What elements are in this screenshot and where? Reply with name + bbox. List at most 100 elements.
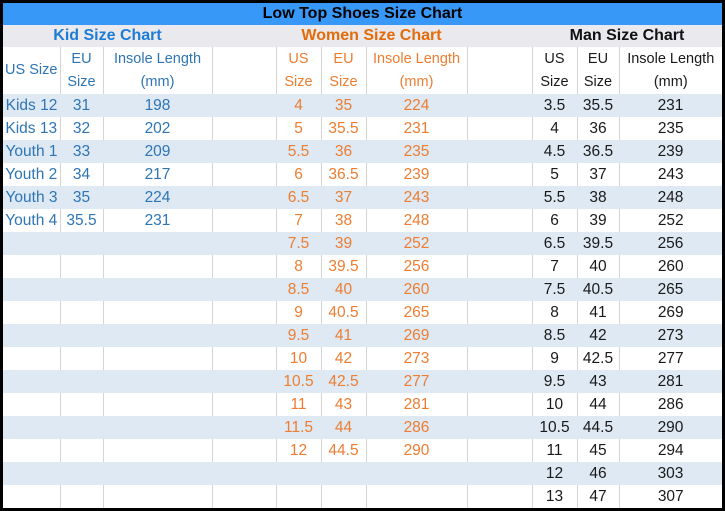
- women-cell: [276, 462, 321, 485]
- spacer-cell: [212, 416, 276, 439]
- table-row: 10.5 42.5 277 9.5 43 281: [3, 370, 722, 393]
- table-row: Youth 2 34 217 6 36.5 239 5 37 243: [3, 163, 722, 186]
- kid-cell: [60, 439, 104, 462]
- women-cell: 235: [366, 140, 467, 163]
- kid-cell: [60, 232, 103, 255]
- kid-cell: Kids 12: [3, 94, 60, 117]
- man-cell: 3.5: [532, 94, 577, 117]
- table-row: 8 39.5 256 7 40 260: [3, 255, 722, 278]
- kid-col-header-0: US Size: [3, 47, 61, 94]
- table-row: Youth 1 33 209 5.5 36 235 4.5 36.5 239: [3, 140, 722, 163]
- kid-cell: [103, 416, 212, 439]
- women-cell: 37: [321, 186, 366, 209]
- spacer-cell: [212, 186, 276, 209]
- women-cell: [366, 462, 467, 485]
- man-col-header-1: EU Size: [577, 47, 620, 94]
- women-cell: 35: [321, 94, 366, 117]
- man-cell: 11: [532, 439, 578, 462]
- man-col-header-0: US Size: [532, 47, 578, 94]
- kid-cell: 32: [60, 117, 104, 140]
- kid-cell: 198: [103, 94, 212, 117]
- man-cell: 4: [532, 117, 578, 140]
- women-cell: 42: [321, 347, 367, 370]
- women-cell: 290: [366, 439, 468, 462]
- kid-cell: [103, 485, 213, 508]
- man-cell: 239: [619, 140, 722, 163]
- man-cell: 42: [577, 324, 619, 347]
- women-cell: 42.5: [321, 370, 366, 393]
- women-cell: 256: [366, 255, 468, 278]
- man-cell: 10.5: [532, 416, 577, 439]
- man-cell: 44.5: [577, 416, 619, 439]
- kid-cell: 35.5: [60, 209, 104, 232]
- kid-cell: [3, 485, 61, 508]
- spacer-cell: [212, 209, 277, 232]
- kid-cell: [103, 255, 213, 278]
- kid-cell: [3, 324, 60, 347]
- spacer-cell: [467, 163, 533, 186]
- section-header-kid: Kid Size Chart: [3, 25, 212, 47]
- table-row: Kids 13 32 202 5 35.5 231 4 36 235: [3, 117, 722, 140]
- kid-cell: [3, 255, 61, 278]
- kid-cell: [60, 301, 104, 324]
- women-cell: 243: [366, 186, 467, 209]
- table-row: 9 40.5 265 8 41 269: [3, 301, 722, 324]
- women-cell: 36.5: [321, 163, 367, 186]
- women-col-header-0: US Size: [276, 47, 322, 94]
- women-cell: 286: [366, 416, 467, 439]
- man-cell: 273: [619, 324, 722, 347]
- spacer-cell: [212, 393, 277, 416]
- women-cell: 277: [366, 370, 467, 393]
- section-header-row: Kid Size Chart Women Size Chart Man Size…: [3, 25, 722, 47]
- man-cell: 45: [577, 439, 620, 462]
- women-cell: [276, 485, 322, 508]
- kid-cell: [60, 393, 104, 416]
- spacer-cell: [467, 255, 533, 278]
- kid-cell: [60, 324, 103, 347]
- column-header-row: US Size EU Size Insole Length (mm) US Size EU Si…: [3, 47, 722, 94]
- spacer-cell: [467, 485, 533, 508]
- spacer-cell: [467, 347, 533, 370]
- section-header-man: Man Size Chart: [532, 25, 722, 47]
- spacer-cell: [467, 278, 532, 301]
- women-cell: 269: [366, 324, 467, 347]
- kid-cell: Youth 1: [3, 140, 60, 163]
- kid-cell: 224: [103, 186, 212, 209]
- spacer-cell: [212, 163, 277, 186]
- spacer-cell: [467, 232, 532, 255]
- kid-cell: [103, 324, 212, 347]
- women-cell: 9.5: [276, 324, 321, 347]
- women-cell: 4: [276, 94, 321, 117]
- spacer-cell: [467, 186, 532, 209]
- women-col-header-2: Insole Length (mm): [366, 47, 468, 94]
- man-cell: 46: [577, 462, 619, 485]
- man-cell: 39: [577, 209, 620, 232]
- spacer-cell: [467, 140, 532, 163]
- man-cell: 10: [532, 393, 578, 416]
- women-cell: 10: [276, 347, 322, 370]
- man-cell: 47: [577, 485, 620, 508]
- spacer-cell: [212, 485, 277, 508]
- section-header-women: Women Size Chart: [276, 25, 467, 47]
- table-row: 8.5 40 260 7.5 40.5 265: [3, 278, 722, 301]
- women-cell: 252: [366, 232, 467, 255]
- women-cell: 12: [276, 439, 322, 462]
- man-cell: 44: [577, 393, 620, 416]
- spacer-cell: [212, 232, 276, 255]
- women-cell: 6.5: [276, 186, 321, 209]
- kid-cell: [103, 462, 212, 485]
- women-cell: 273: [366, 347, 468, 370]
- size-chart-table: Low Top Shoes Size Chart Kid Size Chart …: [3, 3, 722, 508]
- kid-cell: Youth 3: [3, 186, 60, 209]
- man-cell: 307: [619, 485, 722, 508]
- table-row: 12 46 303: [3, 462, 722, 485]
- man-cell: 248: [619, 186, 722, 209]
- kid-cell: [103, 301, 213, 324]
- kid-cell: [3, 462, 60, 485]
- title-row: Low Top Shoes Size Chart: [3, 3, 722, 25]
- women-cell: 239: [366, 163, 468, 186]
- table-row: 9.5 41 269 8.5 42 273: [3, 324, 722, 347]
- women-cell: [321, 485, 367, 508]
- kid-cell: Kids 13: [3, 117, 61, 140]
